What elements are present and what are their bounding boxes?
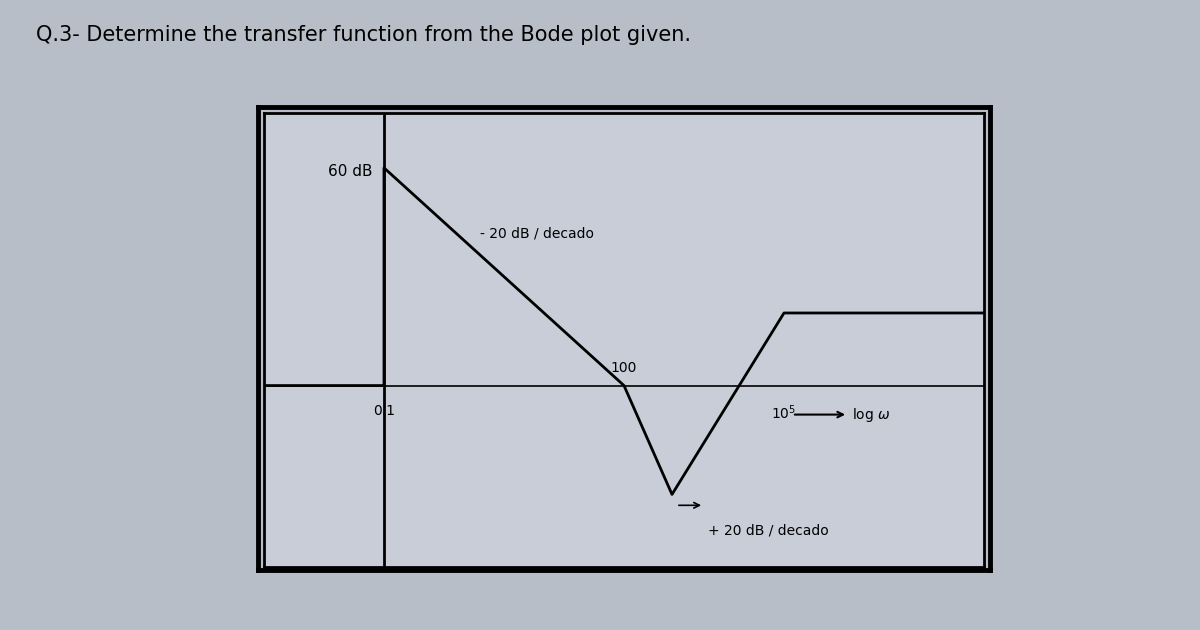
Text: 60 dB: 60 dB: [328, 164, 372, 179]
Text: + 20 dB / decado: + 20 dB / decado: [708, 524, 828, 537]
Text: 100: 100: [611, 360, 637, 375]
Text: Q.3- Determine the transfer function from the Bode plot given.: Q.3- Determine the transfer function fro…: [36, 25, 691, 45]
Text: $10^5$: $10^5$: [772, 404, 797, 422]
Text: 0.1: 0.1: [373, 404, 395, 418]
Text: log $\omega$: log $\omega$: [852, 406, 890, 423]
Text: - 20 dB / decado: - 20 dB / decado: [480, 226, 594, 240]
